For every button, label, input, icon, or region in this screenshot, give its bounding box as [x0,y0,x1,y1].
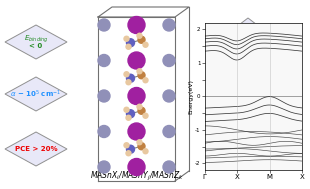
Circle shape [138,143,145,150]
Circle shape [126,74,135,82]
Circle shape [143,42,148,47]
Circle shape [124,72,129,77]
Circle shape [98,161,110,173]
Text: < 0: < 0 [29,43,43,49]
Text: Tunable
bandgaps: Tunable bandgaps [227,31,269,51]
Circle shape [126,151,131,156]
Circle shape [138,107,145,114]
Circle shape [126,39,135,47]
Circle shape [98,90,110,102]
Circle shape [126,110,135,118]
Circle shape [137,140,142,145]
Circle shape [163,161,175,173]
Circle shape [138,36,145,43]
Circle shape [143,78,148,83]
Y-axis label: Energy(eV): Energy(eV) [188,79,193,114]
Polygon shape [5,25,67,59]
Circle shape [124,36,129,41]
Circle shape [126,145,135,153]
Polygon shape [218,18,278,64]
Circle shape [163,19,175,31]
Circle shape [163,90,175,102]
Circle shape [138,72,145,79]
Circle shape [128,52,145,69]
Circle shape [137,33,142,38]
Circle shape [128,16,145,33]
Circle shape [126,80,131,85]
Circle shape [128,123,145,140]
Text: PCE > 20%: PCE > 20% [15,146,57,152]
Circle shape [98,19,110,31]
Text: MASnX$_i$/MASnY$_j$/MASnZ$_k$: MASnX$_i$/MASnY$_j$/MASnZ$_k$ [90,170,184,183]
Text: $\alpha$ ~ 10$^5$ cm$^{-1}$: $\alpha$ ~ 10$^5$ cm$^{-1}$ [11,88,62,100]
Text: $E_{binding}$: $E_{binding}$ [24,33,48,45]
Circle shape [137,69,142,74]
Circle shape [143,113,148,118]
Circle shape [98,54,110,67]
Circle shape [137,104,142,109]
Circle shape [126,44,131,49]
Polygon shape [5,132,67,166]
Circle shape [124,107,129,112]
Circle shape [98,125,110,138]
Circle shape [163,125,175,138]
Polygon shape [5,77,67,111]
Circle shape [163,54,175,67]
Circle shape [128,88,145,105]
Circle shape [128,159,145,176]
Circle shape [124,143,129,148]
Circle shape [126,115,131,120]
Circle shape [143,149,148,154]
